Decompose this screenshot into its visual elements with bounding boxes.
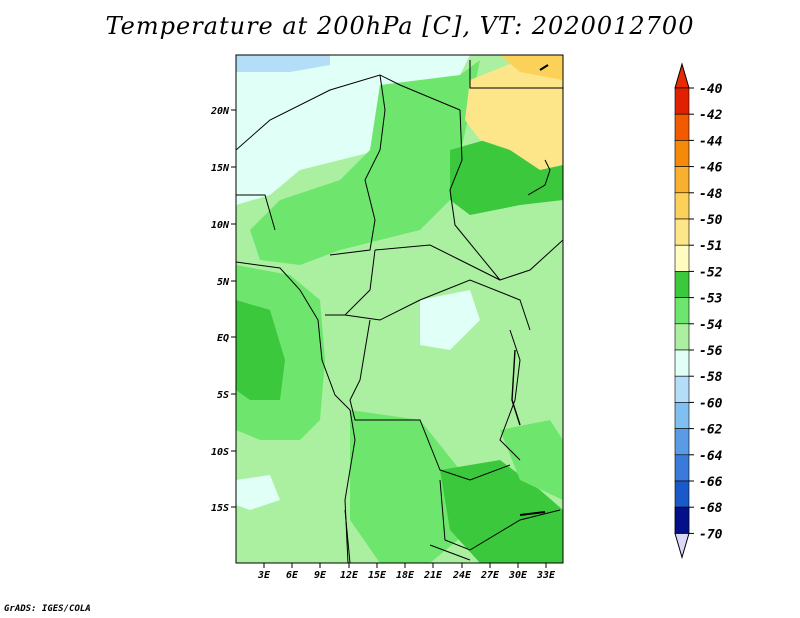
colorbar-swatch [674,140,690,167]
lon-label: 33E [536,570,556,581]
lat-label: 15S [211,503,229,514]
lat-label: 10S [211,447,229,458]
lat-label: 20N [210,106,230,117]
latitude-axis: 20N 15N 10N 5N EQ 5S 10S 15S [210,106,236,514]
colorbar-label: -51 [699,239,722,254]
colorbar-label: -64 [699,449,723,464]
colorbar-swatch [674,166,690,194]
map-field [236,55,563,563]
colorbar-label: -60 [699,396,723,411]
colorbar-label: -68 [699,501,723,516]
lat-label: 5S [217,390,229,401]
colorbar-label: -42 [699,108,723,123]
colorbar-label: -54 [699,318,723,333]
map-title: Temperature at 200hPa [C], VT: 202001270… [105,12,695,40]
lat-label: 5N [217,277,230,288]
colorbar-label: -58 [699,370,723,385]
lon-label: 15E [368,570,387,581]
lon-label: 21E [423,570,443,581]
footer-credit: GrADS: IGES/COLA [4,604,91,614]
colorbar-swatch [674,428,690,456]
country-borders [236,60,563,563]
colorbar-swatch [674,271,690,298]
lake-kariba [519,511,546,516]
colorbar-swatch [674,323,690,351]
colorbar-swatch [674,192,690,220]
colorbar-bottom-arrow [674,532,690,560]
colorbar-swatch [674,454,690,482]
colorbar-label: -62 [699,423,723,438]
colorbar-label: -50 [699,213,723,228]
colorbar-swatch [674,87,690,115]
lon-label: 6E [286,570,299,581]
colorbar-label: -44 [699,134,723,149]
colorbar-swatch [674,506,690,534]
lat-label: EQ [217,333,229,344]
colorbar-swatch [674,480,690,508]
colorbar-label: -48 [699,187,723,202]
field-minus48 [500,55,563,80]
lon-label: 12E [340,570,359,581]
lake-nasser [539,64,549,71]
colorbar-label: -66 [699,475,723,490]
lon-label: 9E [314,570,327,581]
colorbar-swatch [674,375,690,403]
coastline [236,261,356,563]
lon-label: 3E [257,570,271,581]
colorbar-label: -53 [699,292,723,307]
lake-outline-1 [527,159,551,196]
colorbar-swatch [674,113,690,141]
longitude-axis: 3E 6E 9E 12E 15E 18E 21E 24E 27E 30E 33E [257,563,556,581]
lon-label: 18E [396,570,415,581]
lon-label: 27E [480,570,500,581]
lat-label: 10N [211,220,230,231]
colorbar-swatch [674,349,690,377]
field-minus56 [236,55,330,72]
field-minus51-southeast [440,460,563,563]
map-frame [235,54,564,564]
colorbar-top-arrow [674,62,690,89]
colorbar-label: -56 [699,344,723,359]
field-minus52-east [500,420,563,500]
colorbar-swatch [674,297,690,325]
colorbar-label: -52 [699,265,723,280]
field-minus52-north [250,60,480,265]
field-minus51-west [236,300,285,400]
lat-label: 15N [211,163,230,174]
colorbar-swatch [674,402,690,429]
field-minus54-southwest [236,475,280,510]
colorbar-swatch [674,244,690,272]
field-minus54-center [420,290,480,350]
colorbar-label: -40 [699,82,723,97]
lon-label: 30E [508,570,528,581]
field-minus52-south [350,410,470,563]
colorbar-label: -46 [699,161,723,176]
lake-tanganyika [511,349,521,426]
lon-label: 24E [452,570,472,581]
colorbar: -40 -42 -44 -46 -48 -50 -51 -52 -53 -54 -56 -58 -60 -… [674,62,723,560]
colorbar-label: -70 [699,527,723,542]
colorbar-swatch [674,218,690,246]
